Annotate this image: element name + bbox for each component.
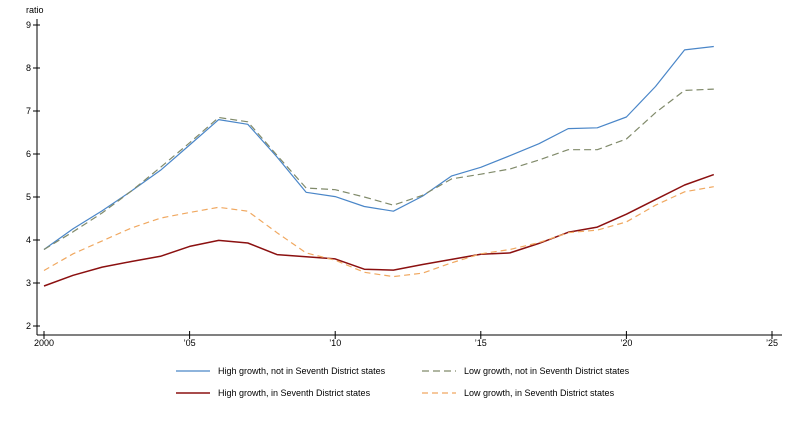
y-axis-label: ratio bbox=[26, 5, 44, 15]
legend-item-high-7th: High growth, in Seventh District states bbox=[176, 388, 370, 398]
legend-label: High growth, not in Seventh District sta… bbox=[218, 366, 386, 376]
legend-label: Low growth, in Seventh District states bbox=[464, 388, 615, 398]
legend-swatch-high-not-7th bbox=[176, 370, 210, 372]
legend-swatch-low-not-7th bbox=[422, 370, 456, 372]
axes: ratio 2 3 4 5 6 7 8 9 2000 ’05 ’10 ’15 ’20 ’25 bbox=[26, 5, 782, 348]
legend-item-low-7th: Low growth, in Seventh District states bbox=[422, 388, 614, 398]
x-tick-label: ’25 bbox=[766, 338, 778, 348]
y-tick-label: 6 bbox=[26, 149, 31, 159]
legend-item-low-not-7th: Low growth, not in Seventh District stat… bbox=[422, 366, 629, 376]
series-line-3 bbox=[43, 186, 714, 278]
legend-swatch-low-7th bbox=[422, 392, 456, 394]
y-tick-label: 8 bbox=[26, 63, 31, 73]
line-chart: ratio 2 3 4 5 6 7 8 9 2000 ’05 ’10 ’15 ’20 ’25 bbox=[26, 5, 782, 348]
series-line-0 bbox=[43, 45, 714, 250]
x-tick-label: ’15 bbox=[475, 338, 487, 348]
legend-item-high-not-7th: High growth, not in Seventh District sta… bbox=[176, 366, 385, 376]
y-tick-label: 2 bbox=[26, 321, 31, 331]
y-tick-label: 4 bbox=[26, 235, 31, 245]
x-tick-label: ’10 bbox=[329, 338, 341, 348]
series-line-2 bbox=[43, 173, 715, 287]
legend: High growth, not in Seventh District sta… bbox=[0, 366, 800, 416]
legend-swatch-high-7th bbox=[176, 392, 210, 394]
y-tick-label: 5 bbox=[26, 192, 31, 202]
x-tick-label: ’05 bbox=[184, 338, 196, 348]
series-line-1 bbox=[43, 88, 714, 251]
legend-label: Low growth, not in Seventh District stat… bbox=[464, 366, 630, 376]
series-layer bbox=[43, 45, 715, 287]
y-tick-label: 3 bbox=[26, 278, 31, 288]
y-tick-label: 7 bbox=[26, 106, 31, 116]
x-tick-label: 2000 bbox=[34, 338, 54, 348]
legend-label: High growth, in Seventh District states bbox=[218, 388, 371, 398]
y-tick-label: 9 bbox=[26, 20, 31, 30]
x-tick-label: ’20 bbox=[620, 338, 632, 348]
